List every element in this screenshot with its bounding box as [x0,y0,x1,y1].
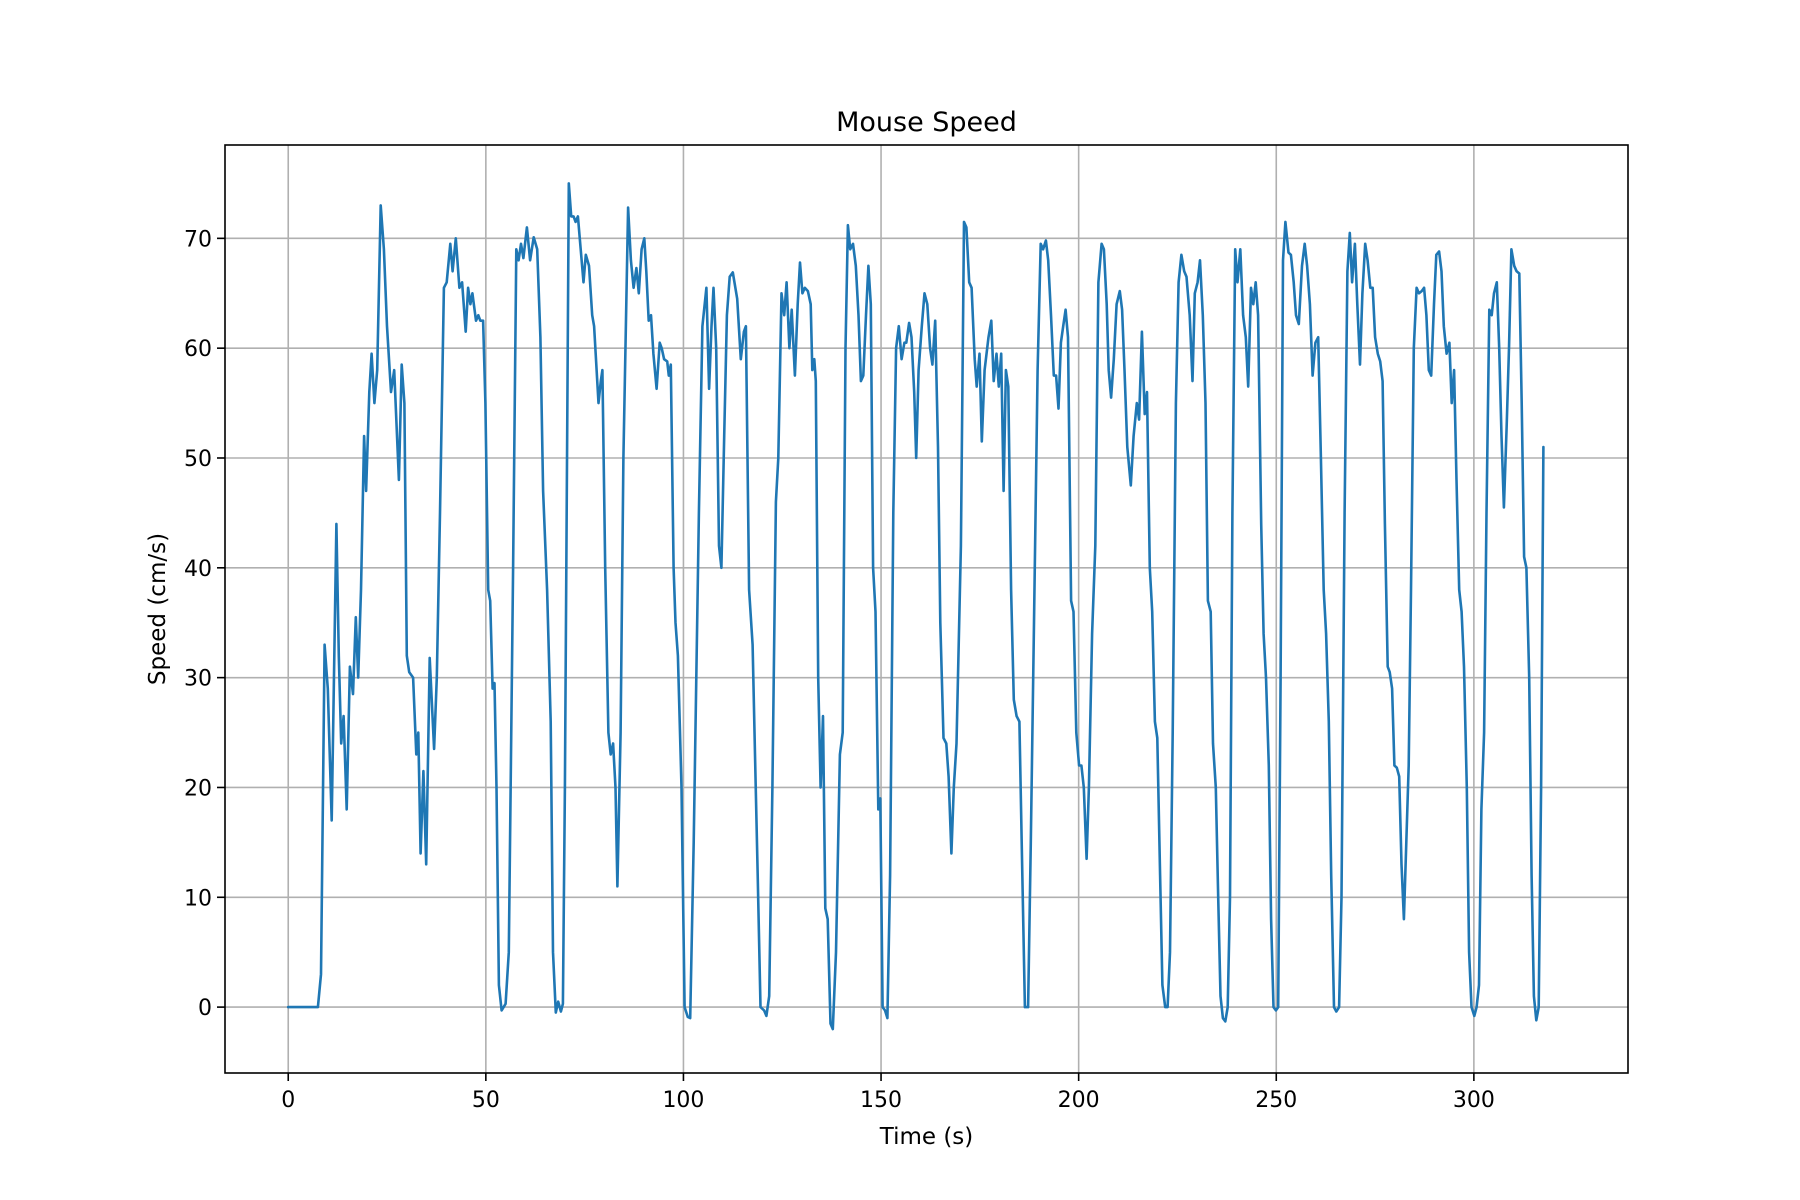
y-tick-label: 40 [184,557,212,582]
x-tick-label: 300 [1453,1088,1495,1113]
y-tick-label: 20 [184,776,212,801]
y-tick-label: 70 [184,227,212,252]
plot-area-frame [224,144,1629,1074]
grid [225,145,1628,1073]
x-tick-label: 100 [662,1088,704,1113]
y-axis-label: Speed (cm/s) [145,533,171,685]
x-tick-label: 200 [1058,1088,1100,1113]
x-tick-label: 0 [281,1088,295,1113]
y-tick-label: 60 [184,337,212,362]
x-axis-label: Time (s) [879,1124,974,1150]
y-tick-label: 30 [184,667,212,692]
y-tick-label: 0 [198,996,212,1021]
ticks: 0 50 100 150 200 250 300 0 10 20 30 40 50 60 70 [184,227,1495,1113]
chart-title: Mouse Speed [836,107,1017,138]
y-tick-label: 10 [184,886,212,911]
series-line [286,182,1545,1031]
x-tick-label: 50 [472,1088,500,1113]
series-layer [286,182,1545,1031]
y-tick-label: 50 [184,447,212,472]
x-tick-label: 250 [1255,1088,1297,1113]
x-tick-label: 150 [860,1088,902,1113]
